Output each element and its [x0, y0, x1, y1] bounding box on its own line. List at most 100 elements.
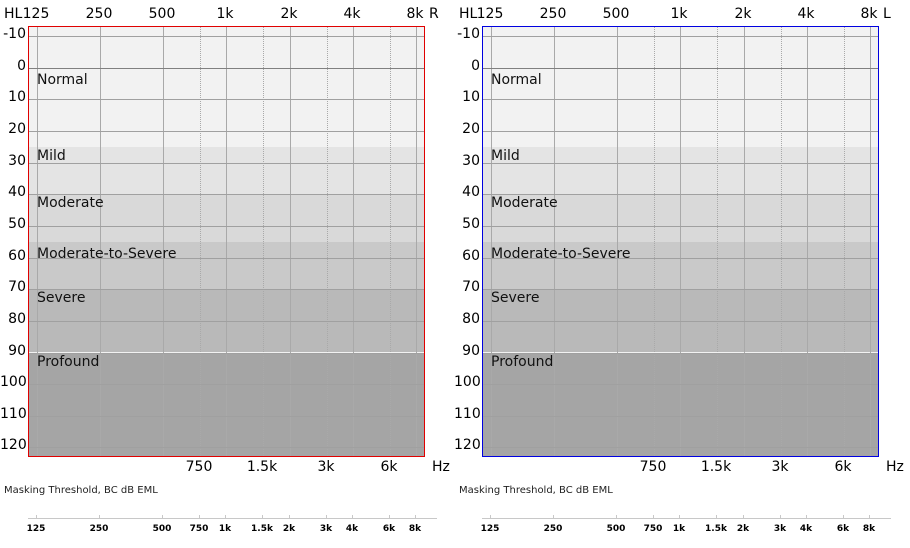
top-frequency-tick: 125: [22, 6, 50, 22]
minor-frequency-gridline: [654, 27, 655, 456]
masking-frequency-label[interactable]: 6k: [382, 524, 396, 534]
masking-frequency-label[interactable]: 2k: [736, 524, 750, 534]
y-axis-tick: 90: [8, 342, 26, 359]
y-axis-tick: 50: [8, 215, 26, 232]
masking-frequency-label[interactable]: 3k: [319, 524, 333, 534]
masking-threshold-title: Masking Threshold, BC dB EML: [459, 485, 613, 496]
y-axis-tick: 0: [17, 57, 26, 74]
masking-frequency-label[interactable]: 125: [26, 524, 46, 534]
hl-unit-label: HL: [459, 6, 478, 22]
top-frequency-tick: 500: [148, 6, 176, 22]
bottom-frequency-tick: 750: [639, 459, 667, 475]
masking-axis-tick: [553, 515, 554, 518]
masking-axis-tick: [326, 515, 327, 518]
band-label: Moderate: [37, 195, 104, 212]
masking-threshold-title: Masking Threshold, BC dB EML: [4, 485, 158, 496]
db-gridline: [483, 130, 878, 132]
minor-frequency-gridline: [327, 27, 328, 456]
masking-frequency-label[interactable]: 1.5k: [251, 524, 273, 534]
top-frequency-tick: 1k: [216, 6, 234, 22]
masking-frequency-label[interactable]: 8k: [862, 524, 876, 534]
masking-axis-tick: [716, 515, 717, 518]
masking-axis-tick: [679, 515, 680, 518]
major-frequency-gridline: [870, 27, 871, 456]
y-axis-tick: 20: [8, 120, 26, 137]
masking-frequency-label[interactable]: 250: [89, 524, 109, 534]
band-label: Moderate-to-Severe: [491, 246, 631, 263]
masking-frequency-label[interactable]: 6k: [836, 524, 850, 534]
major-frequency-gridline: [807, 27, 808, 456]
top-frequency-tick: 250: [539, 6, 567, 22]
db-gridline: [483, 415, 878, 417]
y-axis-tick: 10: [462, 89, 480, 106]
y-axis-tick: 80: [462, 310, 480, 327]
masking-axis-tick: [36, 515, 37, 518]
band-label: Normal: [491, 71, 542, 88]
masking-frequency-label[interactable]: 3k: [773, 524, 787, 534]
audiogram-plot[interactable]: Normal Mild Moderate Moderate-to-Severe Seve…: [28, 26, 425, 457]
masking-frequency-label[interactable]: 4k: [799, 524, 813, 534]
bottom-frequency-tick: 1.5k: [700, 459, 732, 475]
masking-axis-tick: [389, 515, 390, 518]
y-axis-tick: 120: [0, 437, 27, 454]
minor-frequency-gridline: [390, 27, 391, 456]
major-frequency-gridline: [290, 27, 291, 456]
major-frequency-gridline: [416, 27, 417, 456]
top-frequency-tick: 1k: [670, 6, 688, 22]
y-axis-tick: 70: [462, 279, 480, 296]
bottom-frequency-tick: 1.5k: [246, 459, 278, 475]
db-gridline: [29, 447, 424, 449]
major-frequency-gridline: [491, 27, 492, 456]
masking-frequency-label[interactable]: 500: [152, 524, 172, 534]
masking-frequency-label[interactable]: 250: [543, 524, 563, 534]
major-frequency-gridline: [554, 27, 555, 456]
masking-frequency-label[interactable]: 1k: [672, 524, 686, 534]
y-axis-tick: 20: [462, 120, 480, 137]
band-label: Severe: [491, 290, 540, 307]
db-gridline: [29, 384, 424, 386]
db-gridline: [29, 99, 424, 101]
db-gridline: [483, 289, 878, 291]
masking-frequency-label[interactable]: 125: [480, 524, 500, 534]
masking-axis-tick: [289, 515, 290, 518]
major-frequency-gridline: [226, 27, 227, 456]
top-frequency-tick: 2k: [280, 6, 298, 22]
db-gridline: [483, 194, 878, 196]
bottom-frequency-tick: 6k: [380, 459, 398, 475]
y-axis-tick: 90: [462, 342, 480, 359]
masking-frequency-label[interactable]: 750: [643, 524, 663, 534]
db-gridline: [29, 257, 424, 259]
minor-frequency-gridline: [263, 27, 264, 456]
masking-frequency-label[interactable]: 750: [189, 524, 209, 534]
masking-axis-tick: [653, 515, 654, 518]
masking-frequency-label[interactable]: 500: [606, 524, 626, 534]
hz-unit-label: Hz: [432, 459, 450, 475]
minor-frequency-gridline: [717, 27, 718, 456]
masking-frequency-label[interactable]: 2k: [282, 524, 296, 534]
y-axis-tick: -10: [457, 26, 480, 42]
masking-frequency-label[interactable]: 8k: [408, 524, 422, 534]
y-axis-tick: 40: [462, 184, 480, 201]
right-ear-audiogram: HL 125 250 500 1k 2k 4k 8k R -10 0 10 20 30 40 50 60 70 80…: [0, 6, 450, 534]
db-gridline: [483, 352, 878, 354]
db-gridline: [483, 36, 878, 37]
bottom-frequency-tick: 6k: [834, 459, 852, 475]
band-label: Severe: [37, 290, 86, 307]
masking-frequency-label[interactable]: 1k: [218, 524, 232, 534]
db-gridline: [29, 225, 424, 227]
db-gridline: [29, 352, 424, 354]
db-gridline: [29, 130, 424, 132]
band-label: Moderate: [491, 195, 558, 212]
major-frequency-gridline: [37, 27, 38, 456]
y-axis-tick: 60: [462, 247, 480, 264]
db-gridline: [29, 289, 424, 291]
masking-frequency-label[interactable]: 1.5k: [705, 524, 727, 534]
band-label: Mild: [37, 147, 66, 164]
db-gridline: [29, 320, 424, 322]
audiogram-plot[interactable]: Normal Mild Moderate Moderate-to-Severe Seve…: [482, 26, 879, 457]
y-axis-tick: 30: [8, 152, 26, 169]
db-gridline: [483, 225, 878, 227]
masking-axis-tick: [869, 515, 870, 518]
top-frequency-tick: 125: [476, 6, 504, 22]
masking-frequency-label[interactable]: 4k: [345, 524, 359, 534]
